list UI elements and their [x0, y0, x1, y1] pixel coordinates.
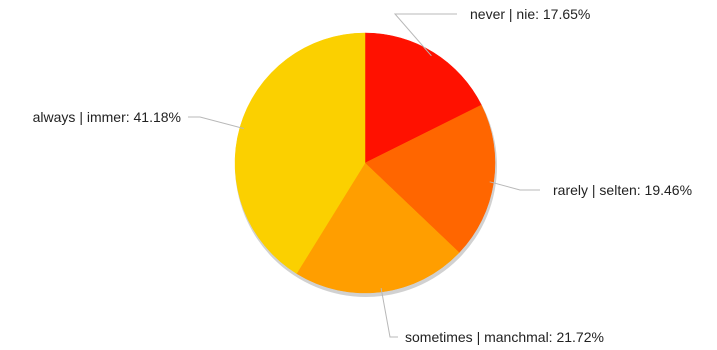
- slice-labels: never | nie: 17.65% rarely | selten: 19.4…: [33, 6, 692, 345]
- leader-line-3: [380, 288, 398, 338]
- slice-label-3: sometimes | manchmal: 21.72%: [405, 329, 604, 345]
- leader-lines: [188, 13, 540, 338]
- pie-slice-1[interactable]: [364, 32, 482, 164]
- slice-label-4: always | immer: 41.18%: [33, 109, 181, 125]
- slice-label-1: never | nie: 17.65%: [470, 6, 590, 22]
- leader-line-2: [489, 181, 540, 191]
- leader-line-4: [188, 116, 244, 129]
- pie-slices: [234, 32, 496, 294]
- slice-label-2: rarely | selten: 19.46%: [553, 182, 692, 198]
- leader-line-1: [393, 13, 457, 57]
